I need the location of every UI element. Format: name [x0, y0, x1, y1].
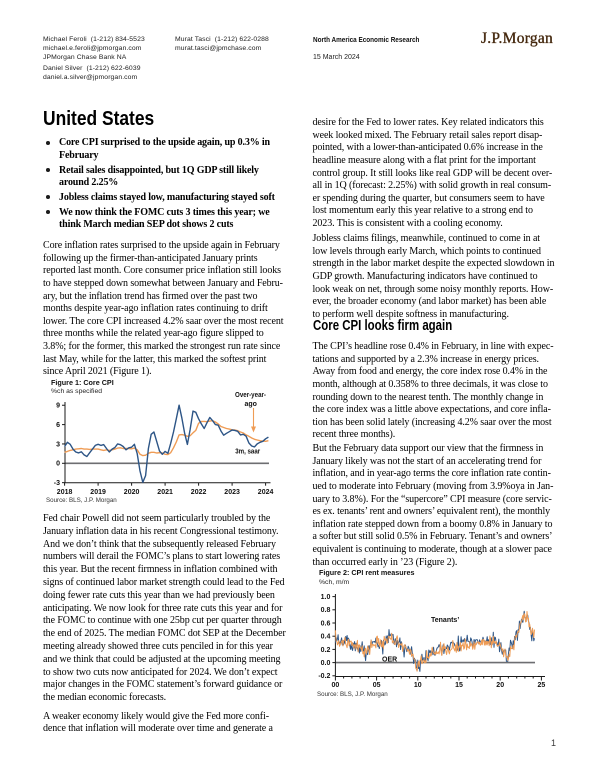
svg-text:9: 9	[56, 403, 60, 410]
svg-text:OER: OER	[382, 657, 397, 664]
svg-text:0.2: 0.2	[321, 647, 331, 654]
svg-text:2018: 2018	[57, 489, 73, 496]
svg-text:20: 20	[496, 682, 504, 689]
svg-text:1.0: 1.0	[321, 594, 331, 601]
svg-text:-3: -3	[54, 480, 60, 487]
svg-text:-0.2: -0.2	[318, 673, 330, 680]
svg-text:0.6: 0.6	[321, 620, 331, 627]
svg-text:0.0: 0.0	[321, 660, 331, 667]
svg-text:05: 05	[373, 682, 381, 689]
svg-text:0.4: 0.4	[321, 634, 331, 641]
svg-text:6: 6	[56, 422, 60, 429]
svg-text:3m, saar: 3m, saar	[235, 449, 260, 456]
svg-text:10: 10	[414, 682, 422, 689]
svg-text:2023: 2023	[224, 489, 240, 496]
svg-text:00: 00	[332, 682, 340, 689]
svg-text:2024: 2024	[258, 489, 274, 496]
svg-text:Over-year-: Over-year-	[235, 392, 267, 399]
svg-text:2020: 2020	[124, 489, 140, 496]
svg-text:Tenants’: Tenants’	[431, 617, 459, 624]
svg-text:2022: 2022	[191, 489, 207, 496]
svg-text:0.8: 0.8	[321, 607, 331, 614]
svg-text:3: 3	[56, 441, 60, 448]
svg-text:15: 15	[455, 682, 463, 689]
svg-text:0: 0	[56, 461, 60, 468]
svg-text:2021: 2021	[157, 489, 173, 496]
svg-text:2019: 2019	[90, 489, 106, 496]
svg-text:ago: ago	[244, 401, 256, 408]
svg-text:25: 25	[538, 682, 546, 689]
